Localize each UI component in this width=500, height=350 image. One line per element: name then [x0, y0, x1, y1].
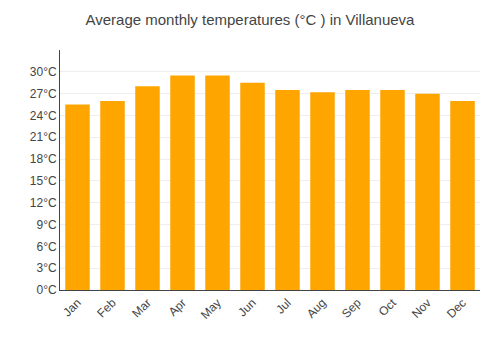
svg-text:Oct: Oct — [376, 295, 400, 319]
svg-text:18°C: 18°C — [30, 152, 57, 166]
svg-text:12°C: 12°C — [30, 196, 57, 210]
svg-text:3°C: 3°C — [36, 261, 56, 275]
svg-text:Feb: Feb — [94, 296, 119, 321]
svg-text:Jun: Jun — [235, 296, 259, 320]
svg-text:21°C: 21°C — [30, 130, 57, 144]
svg-text:9°C: 9°C — [36, 218, 56, 232]
svg-text:24°C: 24°C — [30, 109, 57, 123]
svg-text:Sep: Sep — [339, 296, 364, 321]
svg-text:Average monthly temperatures (: Average monthly temperatures (°C ) in Vi… — [86, 11, 416, 28]
svg-text:Apr: Apr — [166, 296, 189, 319]
svg-text:15°C: 15°C — [30, 174, 57, 188]
svg-text:Jan: Jan — [60, 296, 84, 320]
svg-text:Jul: Jul — [273, 296, 294, 317]
svg-text:Nov: Nov — [409, 296, 434, 321]
svg-text:30°C: 30°C — [30, 65, 57, 79]
svg-text:6°C: 6°C — [36, 240, 56, 254]
svg-text:May: May — [198, 296, 224, 322]
svg-text:Dec: Dec — [444, 296, 469, 321]
svg-text:0°C: 0°C — [36, 283, 56, 297]
svg-text:Mar: Mar — [129, 296, 154, 321]
svg-text:Aug: Aug — [304, 296, 329, 321]
svg-text:27°C: 27°C — [30, 87, 57, 101]
